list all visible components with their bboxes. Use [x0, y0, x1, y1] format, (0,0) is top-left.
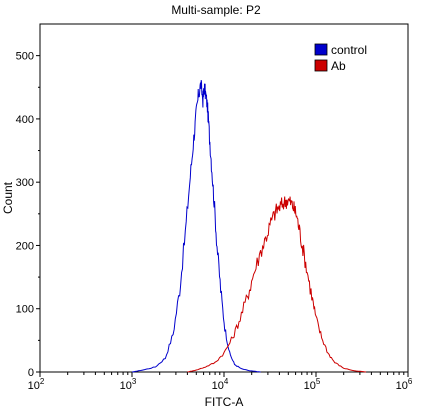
x-tick-label: 104	[212, 377, 229, 392]
x-axis: 102 103 104 105 106	[28, 372, 413, 392]
legend-label: Ab	[331, 59, 346, 73]
x-tick-label: 103	[120, 377, 137, 392]
y-tick-label: 500	[16, 51, 34, 63]
x-tick-label: 102	[28, 377, 45, 392]
legend-label: control	[331, 43, 367, 57]
legend-swatch	[314, 59, 328, 72]
series-layer	[131, 80, 367, 373]
legend: control Ab	[314, 43, 367, 73]
chart-title: Multi-sample: P2	[171, 3, 261, 17]
y-tick-label: 200	[16, 240, 34, 252]
x-axis-title: FITC-A	[205, 395, 244, 409]
x-tick-label: 105	[304, 377, 321, 392]
y-tick-label: 300	[16, 177, 34, 189]
x-tick-label: 106	[396, 377, 413, 392]
series-line-ab	[187, 196, 367, 373]
y-axis-title: Count	[1, 181, 15, 214]
y-axis: 0 100 200 300 400 500	[16, 51, 40, 379]
y-tick-label: 100	[16, 304, 34, 316]
legend-swatch	[314, 43, 328, 56]
y-tick-label: 400	[16, 114, 34, 126]
series-line-control	[131, 80, 261, 373]
y-tick-label: 0	[28, 367, 34, 379]
